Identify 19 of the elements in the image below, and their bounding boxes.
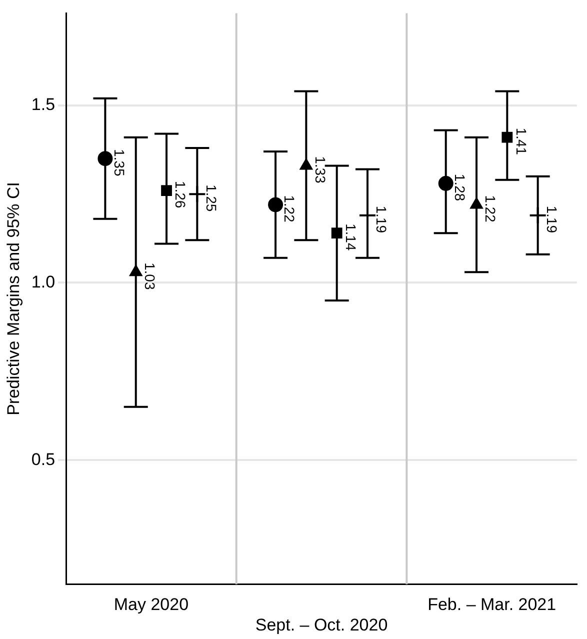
y-tick-label: 1.0: [31, 272, 56, 292]
data-label: 1.26: [172, 180, 189, 208]
y-axis-title: Predictive Margins and 95% CI: [4, 182, 23, 416]
x-tick-label: Feb. – Mar. 2021: [428, 595, 556, 614]
x-tick-label: May 2020: [114, 595, 189, 614]
y-tick-label: 1.5: [31, 95, 56, 114]
data-label: 1.03: [142, 262, 158, 290]
data-label: 1.19: [544, 206, 560, 234]
data-label: 1.14: [342, 223, 359, 251]
data-label: 1.35: [111, 148, 128, 176]
data-label: 1.28: [452, 174, 468, 202]
data-label: 1.19: [374, 206, 390, 234]
data-label: 1.41: [513, 128, 530, 156]
data-label: 1.22: [482, 195, 499, 223]
y-tick-label: 0.5: [31, 450, 56, 469]
data-label: 1.33: [312, 156, 328, 184]
x-tick-label: Sept. – Oct. 2020: [255, 615, 388, 634]
data-label: 1.22: [282, 195, 298, 223]
data-label: 1.25: [203, 184, 220, 212]
